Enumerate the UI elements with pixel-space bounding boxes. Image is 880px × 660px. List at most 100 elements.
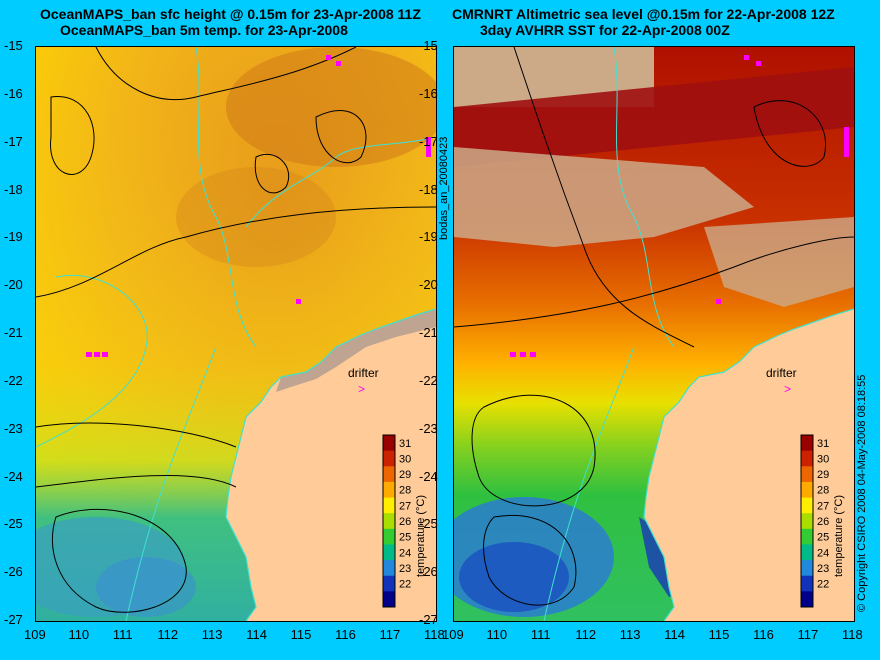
left-contour-2 (315, 110, 367, 164)
lat-tick-label: -15 (4, 38, 23, 53)
left-contour-6 (51, 508, 187, 613)
lon-tick-label: 113 (201, 627, 223, 642)
left-drifter-track-c (102, 352, 108, 357)
left-warm-patch-1 (226, 47, 436, 167)
left-drifter-track-g (296, 299, 301, 304)
right-title-line2: 3day AVHRR SST for 22-Apr-2008 00Z (480, 22, 730, 38)
left-bathymetry-4 (125, 346, 217, 621)
right-colorbar: 31 30 29 28 27 26 25 24 23 22 temperature (°C) (800, 434, 845, 608)
colorbar-tick-label: 24 (399, 547, 411, 559)
colorbar-bin (383, 544, 395, 561)
colorbar-tick-label: 25 (817, 532, 829, 544)
right-contour-3 (483, 515, 577, 606)
lat-tick-label: -22 (419, 372, 438, 388)
lat-tick-label: -24 (419, 468, 438, 484)
left-drifter-arrow: > (358, 382, 365, 396)
colorbar-bin (383, 481, 395, 499)
colorbar-tick-label: 25 (399, 532, 411, 544)
right-drifter-track-a (510, 352, 516, 357)
colorbar-tick-label: 26 (399, 516, 411, 528)
model-run-label: bodas_an_20080423 (438, 136, 450, 240)
left-drifter-track-e (336, 61, 341, 66)
right-drifter-label: drifter (766, 366, 797, 380)
lon-tick-label: 116 (335, 627, 356, 642)
lon-tick-label: 117 (379, 627, 401, 642)
left-title-line1: OceanMAPS_ban sfc height @ 0.15m for 23-… (40, 6, 421, 22)
lat-tick-label: -19 (419, 229, 438, 245)
left-map-svg: drifter > 31 30 29 28 27 26 25 24 23 22 temperatu… (36, 47, 436, 621)
lat-tick-label: -25 (419, 516, 438, 532)
lat-tick-label: -17 (419, 133, 438, 149)
left-bathymetry-3 (245, 136, 436, 228)
lon-tick-label: 109 (442, 627, 464, 642)
colorbar-bin (801, 513, 813, 530)
colorbar-bin (383, 575, 395, 592)
lat-tick-label: -16 (4, 85, 23, 101)
copyright-label: © Copyright CSIRO 2008 04-May-2008 08:18… (856, 374, 868, 612)
left-drifter-track-b (94, 352, 100, 357)
right-contour-5 (454, 236, 854, 328)
colorbar-tick-label: 28 (399, 485, 411, 497)
colorbar-bin (383, 528, 395, 545)
right-cloud-mid (454, 147, 754, 247)
colorbar-bin (801, 591, 813, 608)
right-colorbar-ticks: 31 30 29 28 27 26 25 24 23 22 (817, 438, 829, 591)
right-cool-patch-2 (459, 542, 569, 612)
left-coast-strip (276, 309, 436, 392)
left-panel-title: OceanMAPS_ban sfc height @ 0.15m for 23-… (40, 6, 421, 38)
right-cloud-band (454, 67, 854, 167)
lon-tick-label: 110 (68, 627, 90, 642)
right-colorbar-label: temperature (°C) (833, 495, 845, 577)
lat-tick-label: -15 (419, 38, 438, 53)
lon-tick-label: 117 (797, 627, 819, 642)
left-title-line2: OceanMAPS_ban 5m temp. for 23-Apr-2008 (60, 22, 348, 38)
lon-tick-label: 112 (575, 627, 597, 642)
lat-tick-label: -21 (4, 325, 23, 340)
colorbar-bin (801, 435, 813, 452)
colorbar-tick-label: 22 (399, 579, 411, 591)
lon-tick-label: 115 (708, 627, 730, 642)
right-drifter-track-e (756, 61, 761, 66)
lat-tick-label: -18 (4, 181, 23, 197)
colorbar-bin (383, 560, 395, 577)
right-contour-4 (753, 100, 826, 167)
lat-tick-label: -23 (4, 420, 23, 436)
right-bathymetry-1 (613, 47, 675, 348)
left-drifter-track-f (426, 137, 431, 157)
left-cool-patch-2 (96, 557, 196, 617)
lat-tick-label: -20 (4, 277, 23, 293)
lon-tick-label: 113 (619, 627, 641, 642)
colorbar-bin (801, 575, 813, 592)
right-contour-1 (513, 47, 695, 348)
right-title-line1: CMRNRT Altimetric sea level @0.15m for 2… (452, 6, 835, 22)
colorbar-tick-label: 30 (399, 453, 411, 465)
lat-tick-label: -26 (419, 564, 438, 580)
colorbar-bin (801, 450, 813, 467)
left-drifter-track-a (86, 352, 92, 357)
colorbar-bin (383, 513, 395, 530)
right-drifter-track-d (744, 55, 749, 60)
lat-tick-label: -26 (4, 564, 23, 580)
lon-tick-label: 111 (112, 627, 133, 642)
left-contour-4 (36, 206, 436, 298)
lon-tick-label: 118 (842, 627, 863, 642)
colorbar-tick-label: 29 (817, 469, 829, 481)
left-coastline (225, 308, 436, 621)
lat-tick-label: -25 (4, 516, 23, 532)
lat-tick-label: -18 (419, 181, 438, 197)
right-drifter-arrow: > (784, 382, 791, 396)
colorbar-tick-label: 22 (817, 579, 829, 591)
colorbar-tick-label: 31 (817, 438, 829, 450)
lat-tick-label: -19 (4, 229, 23, 245)
right-drifter-track-b (520, 352, 526, 357)
lon-tick-label: 110 (486, 627, 508, 642)
lon-tick-label: 111 (530, 627, 551, 642)
colorbar-tick-label: 29 (399, 469, 411, 481)
right-cloud-east (704, 217, 854, 307)
lon-tick-label: 116 (753, 627, 774, 642)
lat-tick-label: -16 (419, 85, 438, 101)
colorbar-tick-label: 28 (817, 485, 829, 497)
colorbar-bin (801, 481, 813, 499)
right-coastline (643, 308, 854, 621)
colorbar-tick-label: 27 (399, 500, 411, 512)
